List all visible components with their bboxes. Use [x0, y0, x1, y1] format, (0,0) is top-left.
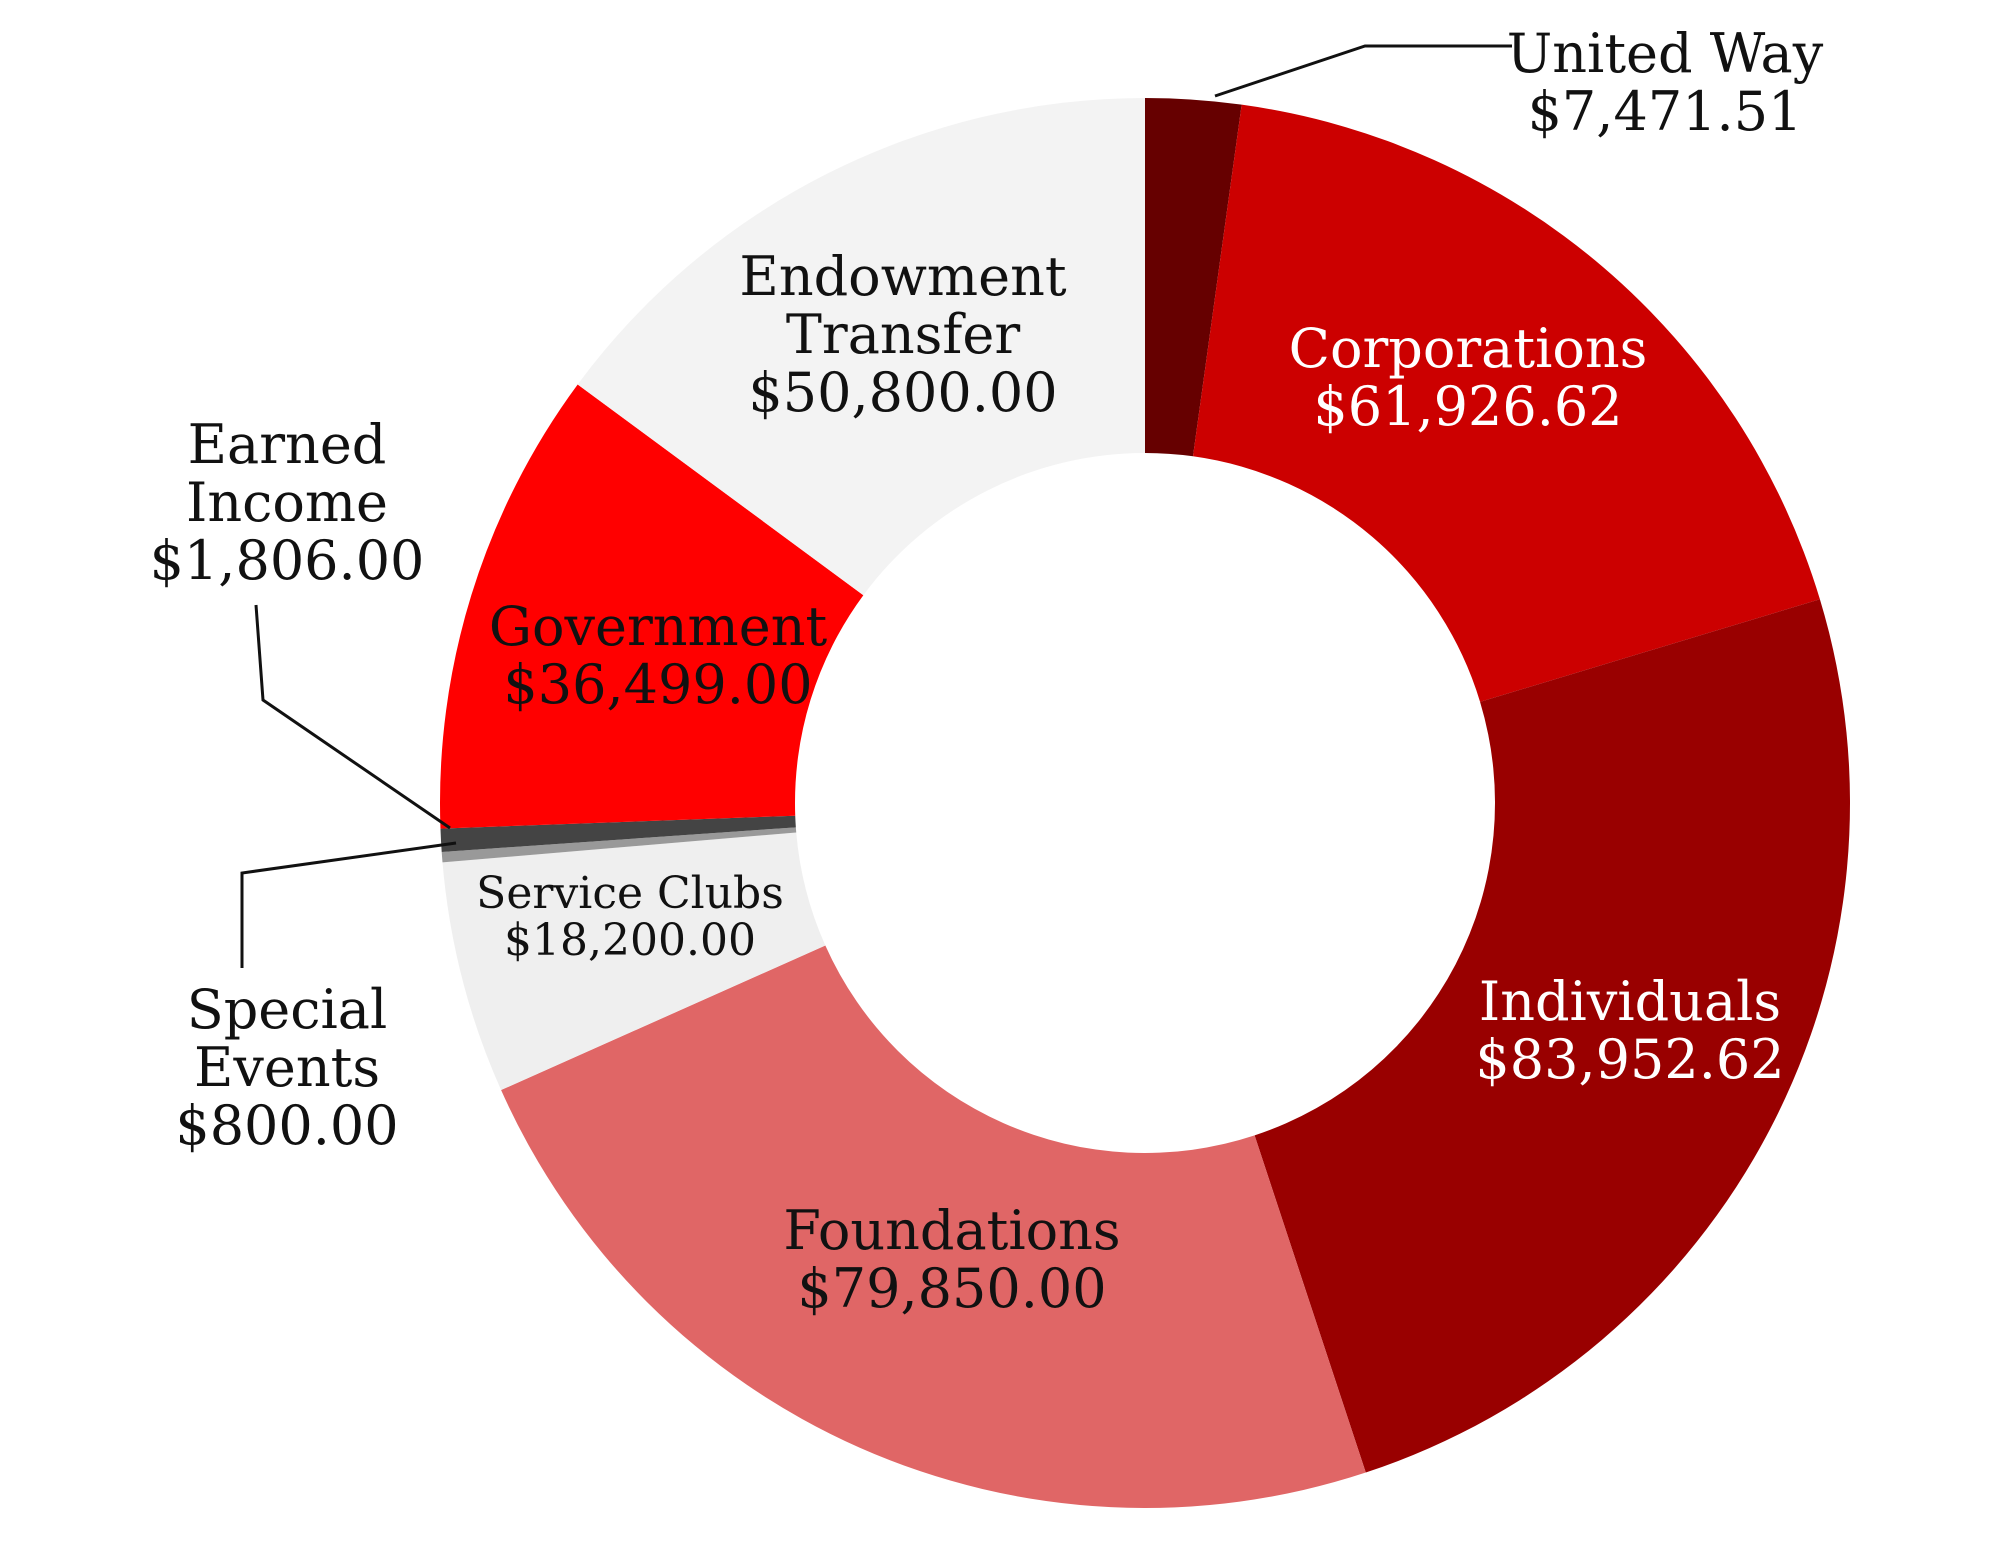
label-corporations: Corporations $61,926.62 [1289, 317, 1648, 438]
label-special-events: Special Events $800.00 [175, 978, 398, 1157]
label-individuals: Individuals $83,952.62 [1475, 970, 1784, 1091]
label-service-clubs: Service Clubs $18,200.00 [476, 868, 784, 966]
slice-corporations [1192, 104, 1820, 702]
slice-united-way [1145, 98, 1242, 457]
leader-line-earned-income [254, 604, 451, 830]
slice-government [440, 384, 864, 829]
label-earned-income: Earned Income $1,806.00 [150, 413, 425, 592]
slice-endowment-transfer [577, 98, 1145, 596]
leader-line-united-way [1214, 44, 1512, 98]
leader-lines [240, 44, 1512, 968]
slice-individuals [1254, 599, 1850, 1473]
label-foundations: Foundations $79,850.00 [783, 1199, 1120, 1320]
slice-earned-income [440, 815, 796, 853]
label-united-way: United Way $7,471.51 [1507, 22, 1824, 143]
slice-labels: United Way $7,471.51 Corporations $61,926.6… [150, 22, 1824, 1320]
donut-slices [440, 98, 1850, 1508]
leader-line-special-events [240, 841, 457, 968]
label-endowment-transfer: Endowment Transfer $50,800.00 [739, 245, 1066, 424]
slice-foundations [501, 945, 1366, 1508]
label-government: Government $36,499.00 [489, 595, 828, 716]
slice-special-events [441, 827, 797, 863]
slice-service-clubs [442, 832, 826, 1091]
